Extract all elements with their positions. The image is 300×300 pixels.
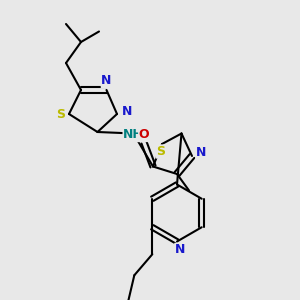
Text: O: O (139, 128, 149, 142)
Text: N: N (122, 105, 132, 118)
Text: NH: NH (123, 128, 144, 142)
Text: N: N (101, 74, 112, 88)
Text: N: N (196, 146, 206, 160)
Text: N: N (175, 243, 185, 256)
Text: S: S (56, 107, 65, 121)
Text: S: S (156, 145, 165, 158)
